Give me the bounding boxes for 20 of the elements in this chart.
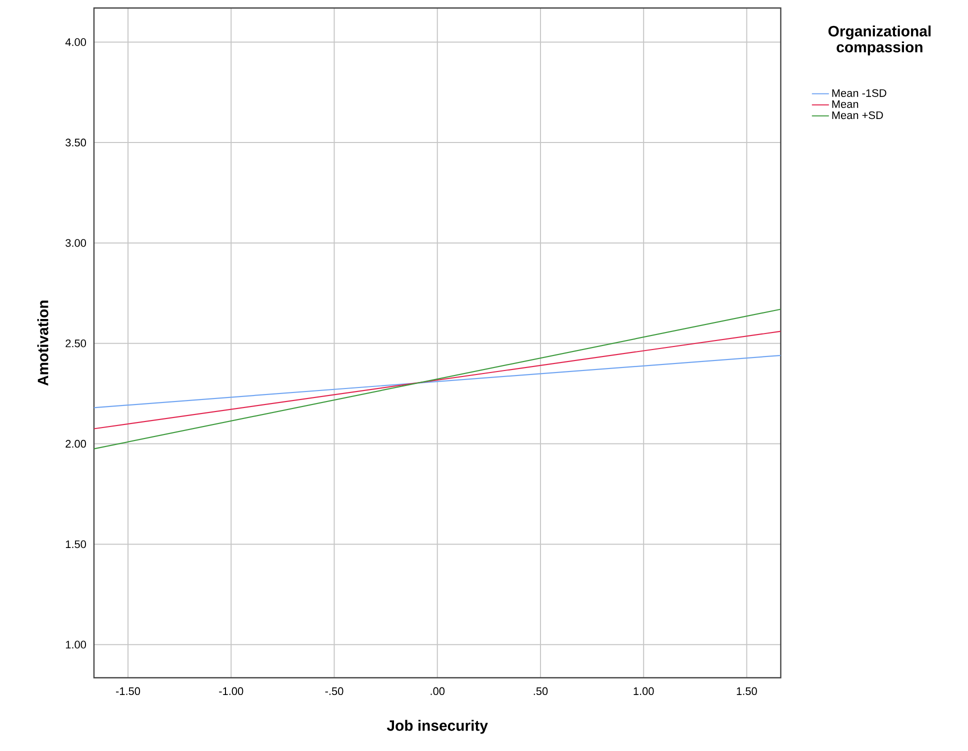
- x-tick-label: -1.50: [116, 687, 140, 696]
- y-tick-label: 3.00: [66, 239, 86, 247]
- x-tick-label: 1.50: [736, 687, 757, 696]
- y-tick-label: 3.50: [66, 138, 86, 147]
- x-tick-label: .00: [430, 687, 445, 696]
- x-tick-label: .50: [534, 687, 548, 696]
- y-tick-label: 4.00: [65, 38, 86, 46]
- legend-label: Mean: [832, 100, 858, 108]
- y-tick-label: 2.50: [66, 340, 86, 348]
- legend-label: Mean +SD: [832, 111, 883, 120]
- x-tick-label: -1.00: [219, 687, 244, 696]
- x-tick-label: -.50: [325, 687, 344, 696]
- y-axis-title: Amotivation: [37, 300, 48, 386]
- legend-title: Organizational compassion: [828, 26, 931, 56]
- y-tick-label: 1.50: [66, 540, 86, 548]
- y-tick-label: 2.00: [66, 440, 86, 448]
- x-axis-title: Job insecurity: [386, 720, 488, 734]
- y-tick-label: 1.00: [66, 640, 86, 649]
- legend-label: Mean -1SD: [832, 89, 886, 98]
- x-tick-label: 1.00: [634, 687, 654, 696]
